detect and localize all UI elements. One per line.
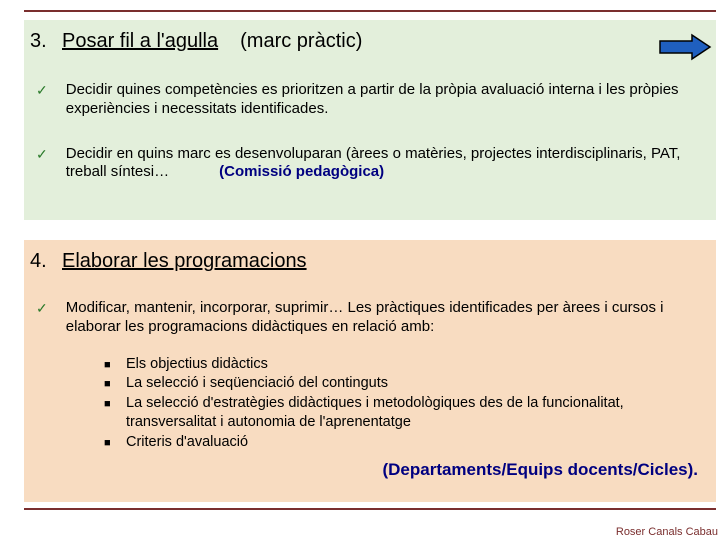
sub-1: ■ Els objectius didàctics: [104, 355, 702, 375]
section-3: 3. Posar fil a l'agulla (marc pràctic) ✓…: [24, 20, 716, 220]
section-3-title: Posar fil a l'agulla: [62, 30, 218, 53]
bullet-4: ✓ Modificar, mantenir, incorporar, supri…: [24, 295, 716, 341]
top-rule: [24, 10, 716, 12]
sub-3: ■ La selecció d'estratègies didàctiques …: [104, 394, 702, 433]
square-bullet-icon: ■: [104, 358, 126, 375]
bottom-rule: [24, 508, 716, 510]
sub-2-text: La selecció i seqüenciació del contingut…: [126, 374, 702, 394]
square-bullet-icon: ■: [104, 377, 126, 394]
comissio-emph: (Comissió pedagògica): [219, 163, 384, 180]
bullet-3a-text: Decidir quines competències es prioritze…: [66, 81, 702, 119]
bullet-3b: ✓ Decidir en quins marc es desenvolupara…: [24, 141, 716, 187]
square-bullet-icon: ■: [104, 436, 126, 453]
author-credit: Roser Canals Cabau: [616, 526, 718, 538]
section-3-heading: 3. Posar fil a l'agulla (marc pràctic): [24, 20, 716, 59]
section-4-num: 4.: [30, 250, 56, 273]
sub-3-text: La selecció d'estratègies didàctiques i …: [126, 394, 702, 433]
check-icon: ✓: [36, 300, 48, 337]
square-bullet-icon: ■: [104, 397, 126, 433]
check-icon: ✓: [36, 82, 48, 119]
arrow-icon: [658, 32, 714, 62]
sub-2: ■ La selecció i seqüenciació del conting…: [104, 374, 702, 394]
section-4-title: Elaborar les programacions: [62, 250, 307, 273]
section-3-num: 3.: [30, 30, 56, 53]
slide: 3. Posar fil a l'agulla (marc pràctic) ✓…: [0, 0, 720, 540]
bullet-3b-text: Decidir en quins marc es desenvoluparan …: [66, 145, 702, 183]
sub-1-text: Els objectius didàctics: [126, 355, 702, 375]
sub-4: ■ Criteris d'avaluació: [104, 433, 702, 453]
bullet-3a: ✓ Decidir quines competències es priorit…: [24, 77, 716, 123]
sub-4-text: Criteris d'avaluació: [126, 433, 702, 453]
check-icon: ✓: [36, 146, 48, 183]
section-4-heading: 4. Elaborar les programacions: [24, 240, 716, 279]
section-3-paren: (marc pràctic): [240, 30, 362, 53]
departaments-emph: (Departaments/Equips docents/Cicles).: [24, 456, 716, 488]
sublist: ■ Els objectius didàctics ■ La selecció …: [24, 353, 716, 457]
bullet-4-text: Modificar, mantenir, incorporar, suprimi…: [66, 299, 702, 337]
section-4: 4. Elaborar les programacions ✓ Modifica…: [24, 240, 716, 502]
